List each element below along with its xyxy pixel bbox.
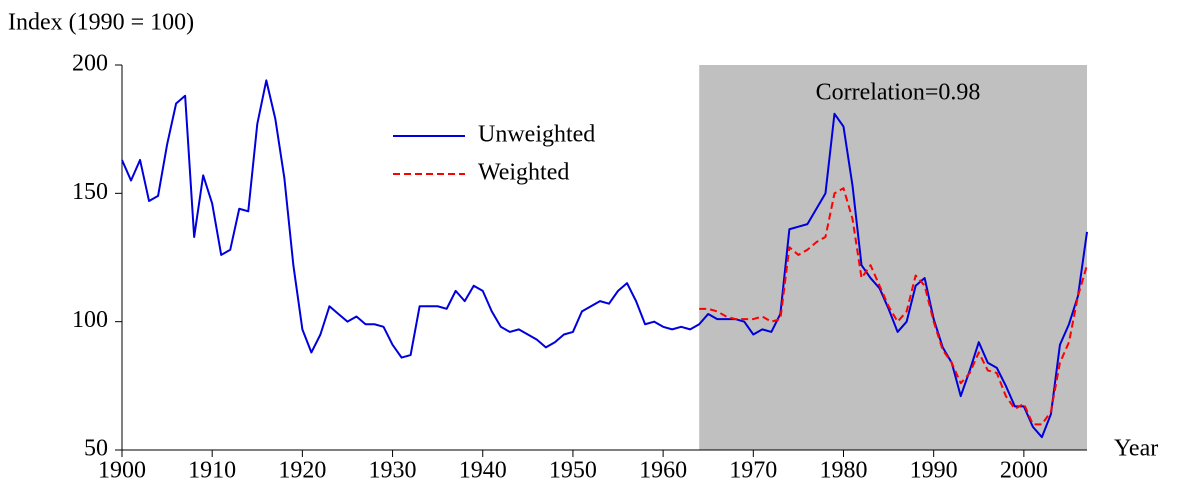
y-tick-label: 200 <box>72 51 108 77</box>
line-series <box>699 187 1088 426</box>
x-tick-label: 1940 <box>459 458 507 484</box>
x-tick-label: 1900 <box>98 458 146 484</box>
y-axis-label: Index (1990 = 100) <box>8 10 194 36</box>
x-tick-label: 1990 <box>910 458 958 484</box>
x-tick-label: 1970 <box>729 458 777 484</box>
x-tick-label: 1980 <box>819 458 867 484</box>
annotation: Correlation=0.98 <box>816 80 981 106</box>
background-layer <box>699 65 1087 450</box>
y-tick-label: 50 <box>84 436 108 462</box>
y-tick-label: 100 <box>72 307 108 333</box>
x-axis-label: Year <box>1114 436 1158 462</box>
shaded-region <box>699 65 1087 450</box>
legend-label: Weighted <box>478 160 569 186</box>
x-tick-label: 1910 <box>188 458 236 484</box>
x-tick-label: 1950 <box>549 458 597 484</box>
x-tick-label: 1960 <box>639 458 687 484</box>
x-tick-label: 2000 <box>1000 458 1048 484</box>
line-series <box>121 79 1088 439</box>
legend-label: Unweighted <box>478 122 595 148</box>
y-tick-label: 150 <box>72 179 108 205</box>
x-tick-label: 1920 <box>278 458 326 484</box>
x-tick-label: 1930 <box>369 458 417 484</box>
